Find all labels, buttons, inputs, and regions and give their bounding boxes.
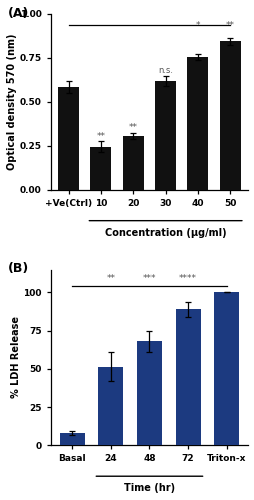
Text: (A): (A) [7,7,29,20]
Bar [187,57,208,190]
Text: (B): (B) [7,262,29,276]
Bar [213,292,239,446]
Text: n.s.: n.s. [157,66,172,74]
Bar [219,41,240,190]
Text: *: * [195,21,199,30]
Y-axis label: % LDH Release: % LDH Release [10,316,21,398]
Bar [154,81,176,190]
Bar [90,147,111,190]
Y-axis label: Optical density 570 (nm): Optical density 570 (nm) [7,34,17,170]
Bar [122,136,143,190]
Bar [175,310,200,446]
Text: **: ** [106,274,115,283]
Text: Time (hr): Time (hr) [123,484,174,494]
Bar [98,366,123,446]
Bar [136,342,161,446]
Text: **: ** [96,132,105,140]
Text: ***: *** [142,274,156,283]
Text: **: ** [128,123,137,132]
Text: Concentration (μg/ml): Concentration (μg/ml) [104,228,226,237]
Bar [58,87,79,190]
Text: **: ** [225,21,234,30]
Bar [59,433,84,446]
Text: ****: **** [178,274,196,283]
